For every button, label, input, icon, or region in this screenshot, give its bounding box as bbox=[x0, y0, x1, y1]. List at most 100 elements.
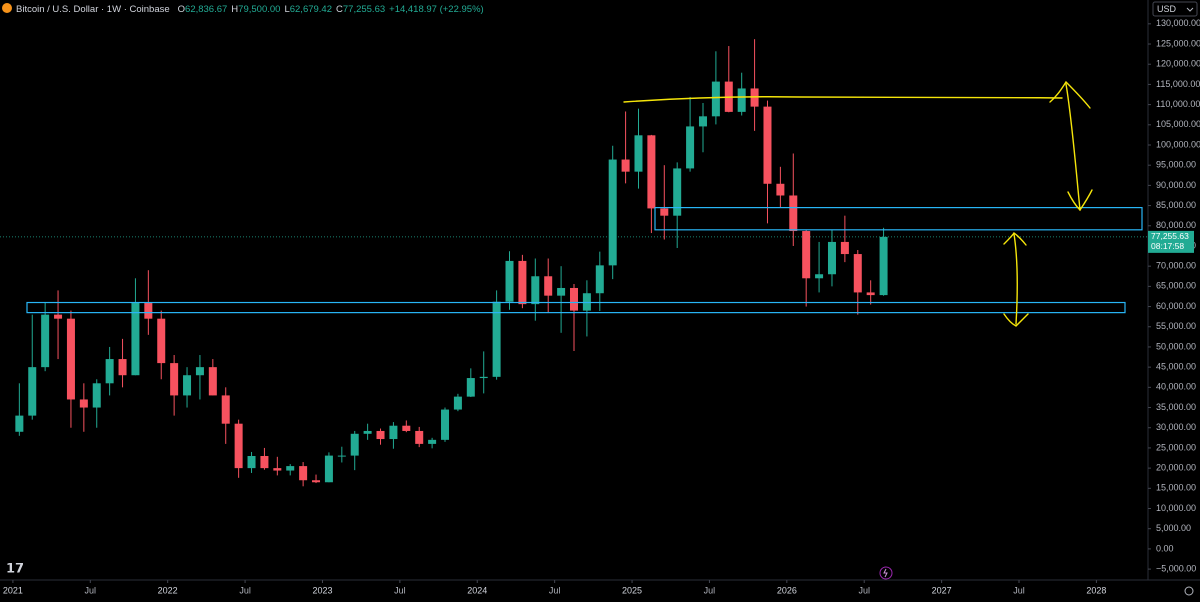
y-tick-label: 25,000.00 bbox=[1156, 442, 1196, 452]
x-tick-label: Jul bbox=[549, 585, 561, 595]
candle-body bbox=[363, 430, 372, 434]
arrow-shaft bbox=[1013, 233, 1019, 325]
y-tick-label: 90,000.00 bbox=[1156, 180, 1196, 190]
symbol-icon[interactable] bbox=[2, 3, 12, 13]
y-tick-label: 10,000.00 bbox=[1156, 503, 1196, 513]
x-tick-label: Jul bbox=[394, 585, 406, 595]
arrow-head bbox=[1003, 231, 1027, 246]
y-tick-label: 20,000.00 bbox=[1156, 462, 1196, 472]
candle-body bbox=[337, 455, 346, 457]
candle-body bbox=[41, 314, 50, 368]
candle-body bbox=[866, 292, 875, 296]
tradingview-logo[interactable]: 𝟭𝟳 bbox=[6, 560, 24, 575]
x-tick-label: Jul bbox=[239, 585, 251, 595]
candle-body bbox=[15, 415, 24, 432]
y-tick-label: 30,000.00 bbox=[1156, 422, 1196, 432]
candle-body bbox=[853, 254, 862, 293]
candle-body bbox=[750, 88, 759, 107]
candle-body bbox=[144, 302, 153, 319]
y-tick-label: 85,000.00 bbox=[1156, 200, 1196, 210]
arrow-head bbox=[1049, 80, 1091, 109]
price-zone bbox=[26, 301, 1126, 314]
arrow-head bbox=[1003, 313, 1029, 327]
x-tick-label: 2023 bbox=[312, 585, 332, 595]
candle-body bbox=[118, 359, 127, 376]
x-tick-label: 2028 bbox=[1086, 585, 1106, 595]
change-value: +14,418.97 (+22.95%) bbox=[389, 4, 484, 15]
settings-icon[interactable] bbox=[1184, 586, 1194, 596]
y-tick-label: −5,000.00 bbox=[1156, 563, 1196, 573]
x-tick-label: 2021 bbox=[3, 585, 23, 595]
ohlc-label: C bbox=[336, 4, 343, 15]
y-tick-label: 40,000.00 bbox=[1156, 382, 1196, 392]
candle-body bbox=[621, 159, 630, 172]
candle-body bbox=[92, 383, 101, 408]
ohlc-label: O bbox=[178, 4, 185, 15]
candle-body bbox=[595, 265, 604, 294]
candle-body bbox=[815, 274, 824, 279]
candle-body bbox=[492, 301, 501, 377]
candle-body bbox=[634, 135, 643, 172]
candle-body bbox=[105, 359, 114, 384]
candle-body bbox=[402, 425, 411, 431]
candle-body bbox=[131, 302, 140, 376]
candle-body bbox=[324, 455, 333, 483]
y-tick-label: 125,000.00 bbox=[1156, 38, 1200, 48]
y-tick-label: 100,000.00 bbox=[1156, 139, 1200, 149]
candle-body bbox=[776, 183, 785, 196]
candle-body bbox=[686, 126, 695, 169]
candle-body bbox=[157, 318, 166, 364]
candle-body bbox=[208, 367, 217, 396]
candle-body bbox=[737, 88, 746, 112]
candle-body bbox=[286, 466, 295, 471]
x-tick-label: 2022 bbox=[158, 585, 178, 595]
candle-body bbox=[273, 468, 282, 471]
x-tick-label: 2026 bbox=[777, 585, 797, 595]
candle-body bbox=[660, 208, 669, 216]
candle-body bbox=[698, 116, 707, 127]
candle-body bbox=[505, 260, 514, 302]
candle-body bbox=[441, 409, 450, 440]
ohlc-value: 77,255.63 bbox=[343, 4, 385, 15]
candle-body bbox=[389, 425, 398, 440]
x-tick-label: 2027 bbox=[932, 585, 952, 595]
candle-body bbox=[711, 81, 720, 117]
countdown-label: 08:17:58 bbox=[1151, 241, 1184, 251]
candle-body bbox=[428, 439, 437, 444]
y-tick-label: 110,000.00 bbox=[1156, 99, 1200, 109]
y-tick-label: 60,000.00 bbox=[1156, 301, 1196, 311]
y-tick-label: 65,000.00 bbox=[1156, 281, 1196, 291]
x-tick-label: 2024 bbox=[467, 585, 487, 595]
hand-drawing bbox=[623, 80, 1093, 327]
ohlc-value: 62,679.42 bbox=[290, 4, 332, 15]
event-icon[interactable] bbox=[879, 566, 893, 580]
price-label: 77,255.63 bbox=[1151, 231, 1189, 241]
y-tick-label: 130,000.00 bbox=[1156, 18, 1200, 28]
currency-label: USD bbox=[1157, 4, 1177, 14]
y-tick-label: 105,000.00 bbox=[1156, 119, 1200, 129]
candle-body bbox=[28, 367, 37, 416]
resistance-line bbox=[623, 96, 1063, 103]
plot-area bbox=[0, 39, 1148, 487]
candle-body bbox=[299, 466, 308, 481]
candle-body bbox=[479, 376, 488, 379]
y-tick-label: 120,000.00 bbox=[1156, 59, 1200, 69]
candle-body bbox=[453, 396, 462, 410]
candle-body bbox=[221, 395, 230, 424]
y-tick-label: 45,000.00 bbox=[1156, 362, 1196, 372]
dropdown-icon bbox=[1186, 7, 1194, 12]
candle-body bbox=[312, 480, 321, 483]
candle-body bbox=[570, 287, 578, 311]
candle-body bbox=[170, 363, 179, 396]
currency-button[interactable] bbox=[1152, 1, 1198, 17]
candle-body bbox=[763, 106, 772, 184]
candle-body bbox=[789, 195, 798, 232]
candle-body bbox=[415, 430, 424, 444]
y-tick-label: 115,000.00 bbox=[1156, 79, 1200, 89]
candle-body bbox=[673, 168, 682, 216]
price-zone bbox=[654, 207, 1143, 231]
symbol-title: Bitcoin / U.S. Dollar · 1W · Coinbase bbox=[16, 4, 170, 15]
arrow-head bbox=[1067, 189, 1093, 212]
candle-body bbox=[802, 231, 811, 279]
